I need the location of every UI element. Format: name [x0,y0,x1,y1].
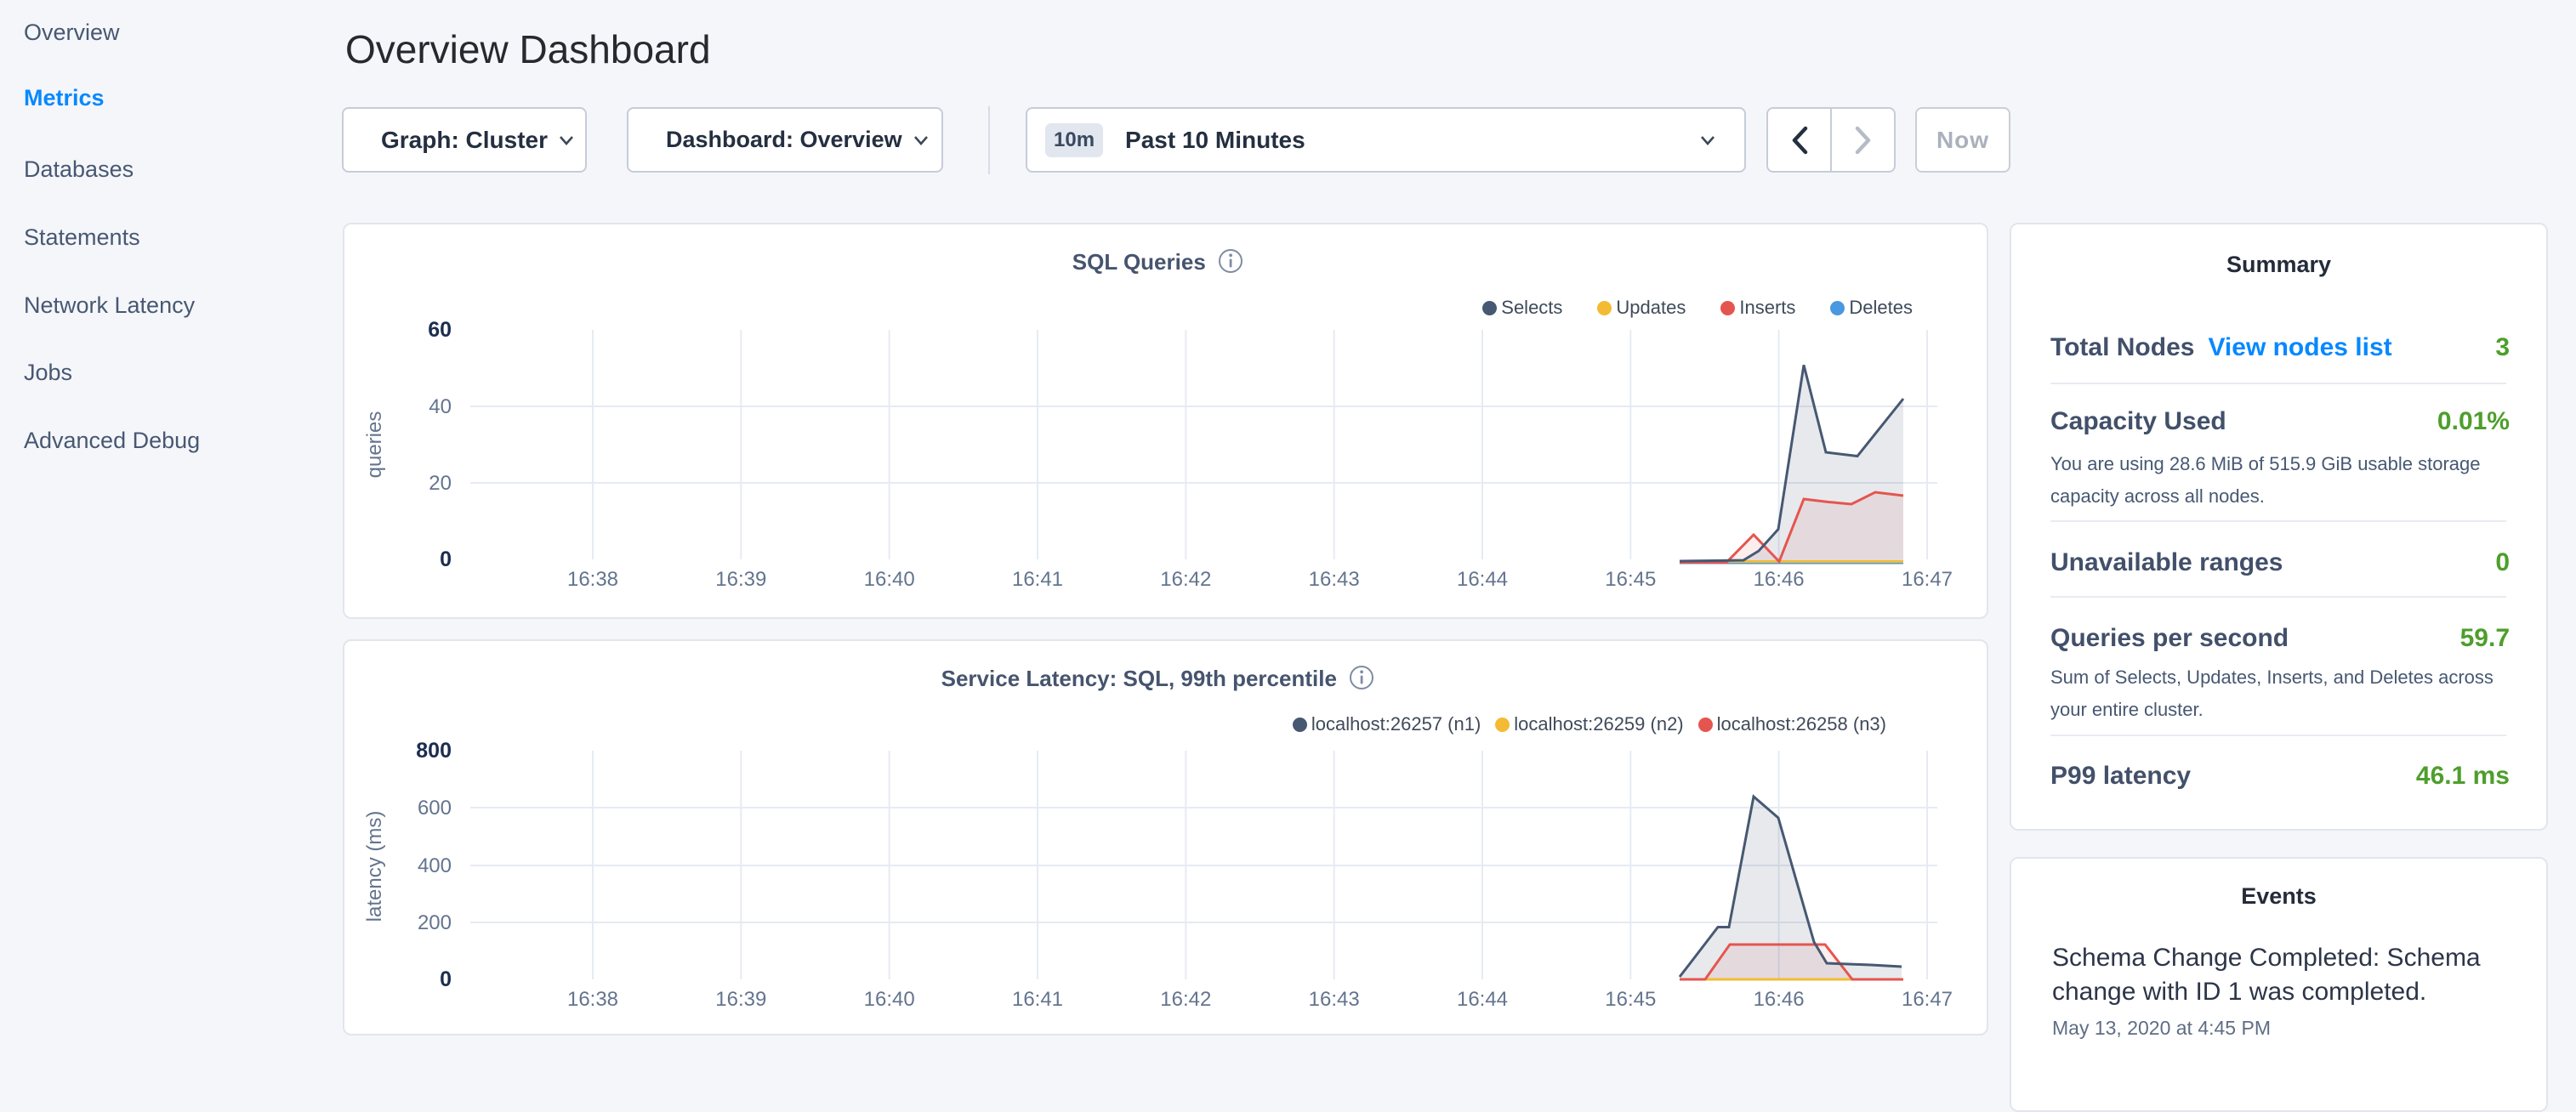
svg-text:0: 0 [440,547,452,571]
svg-text:16:45: 16:45 [1605,568,1656,591]
svg-text:16:46: 16:46 [1754,988,1805,1011]
svg-text:16:44: 16:44 [1457,568,1508,591]
svg-text:20: 20 [429,472,452,495]
svg-text:400: 400 [418,854,452,877]
svg-text:16:38: 16:38 [567,988,618,1011]
svg-text:16:45: 16:45 [1605,988,1656,1011]
svg-text:16:42: 16:42 [1160,988,1211,1011]
svg-text:16:39: 16:39 [715,568,766,591]
svg-text:latency (ms): latency (ms) [363,811,386,922]
svg-text:60: 60 [428,318,452,342]
svg-text:16:40: 16:40 [864,988,915,1011]
svg-text:16:40: 16:40 [864,568,915,591]
svg-text:800: 800 [416,739,452,763]
svg-text:16:43: 16:43 [1309,568,1360,591]
svg-text:600: 600 [418,797,452,820]
svg-text:0: 0 [440,967,452,991]
svg-text:16:47: 16:47 [1902,988,1953,1011]
svg-text:200: 200 [418,911,452,934]
svg-text:16:42: 16:42 [1160,568,1211,591]
svg-text:16:47: 16:47 [1902,568,1953,591]
svg-text:16:46: 16:46 [1754,568,1805,591]
svg-text:16:44: 16:44 [1457,988,1508,1011]
svg-text:16:41: 16:41 [1012,568,1063,591]
svg-text:16:38: 16:38 [567,568,618,591]
svg-text:16:39: 16:39 [715,988,766,1011]
svg-text:16:41: 16:41 [1012,988,1063,1011]
svg-text:16:43: 16:43 [1309,988,1360,1011]
svg-text:queries: queries [363,411,386,479]
svg-text:40: 40 [429,395,452,418]
